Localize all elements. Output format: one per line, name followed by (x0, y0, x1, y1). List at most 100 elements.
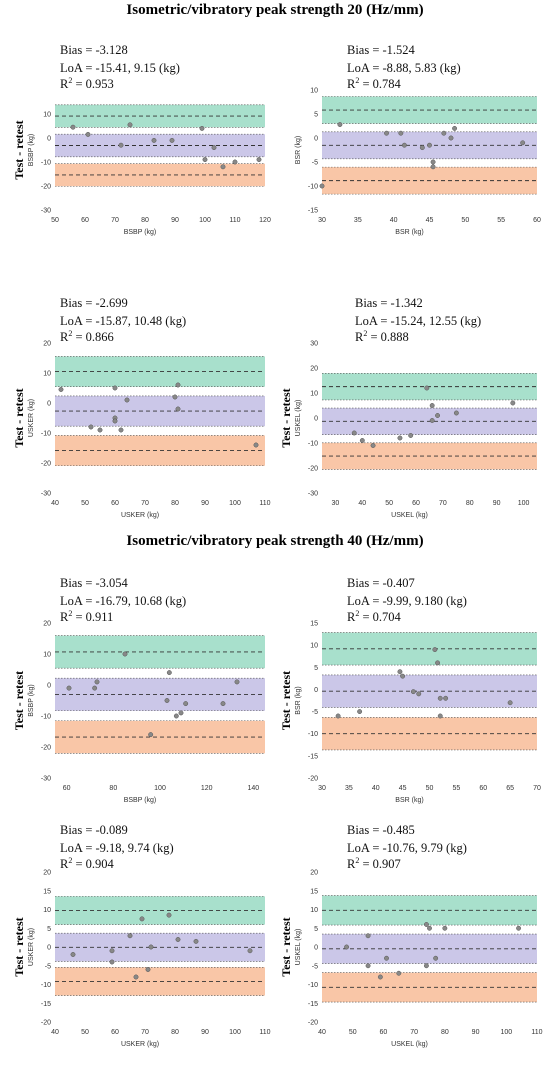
y-tick-label: -20 (41, 184, 51, 191)
y-tick-label: -10 (41, 431, 51, 438)
y-tick-label: -20 (41, 745, 51, 752)
y-tick-label: 10 (43, 652, 51, 659)
y-tick-label: -10 (41, 714, 51, 721)
data-point (432, 647, 438, 653)
y-axis-label: BSR (kg) (295, 686, 302, 714)
x-tick-label: 100 (154, 785, 166, 792)
data-point (437, 695, 443, 701)
data-point (211, 145, 217, 151)
y-tick-label: -15 (308, 753, 318, 760)
x-tick-label: 110 (259, 1029, 270, 1036)
data-point (183, 701, 189, 707)
data-point (520, 140, 526, 146)
x-tick-label: 50 (81, 1029, 89, 1036)
x-tick-label: 40 (372, 785, 380, 792)
y-axis-label: BSR (kg) (295, 136, 302, 164)
x-tick-label: 35 (354, 217, 362, 224)
y-tick-label: -30 (41, 208, 51, 215)
x-tick-label: 70 (141, 1029, 149, 1036)
bias-label: Bias = -3.054 (60, 576, 129, 590)
y-tick-label: -10 (308, 441, 318, 448)
y-tick-label: 0 (314, 945, 318, 952)
loa-label: LoA = -15.24, 12.55 (kg) (355, 314, 481, 328)
x-tick-label: 70 (141, 500, 149, 507)
loa-label: LoA = -9.99, 9.180 (kg) (347, 594, 467, 608)
data-point (397, 669, 403, 675)
data-point (70, 952, 76, 957)
data-point (66, 685, 72, 691)
data-point (220, 701, 226, 707)
data-point (232, 159, 238, 165)
data-point (337, 122, 343, 128)
y-tick-label: -20 (41, 461, 51, 468)
y-tick-label: 5 (314, 926, 318, 933)
y-tick-label: 0 (47, 401, 51, 408)
x-tick-label: 90 (201, 500, 209, 507)
data-point (256, 157, 262, 163)
x-tick-label: 90 (472, 1029, 480, 1036)
y-tick-label: 10 (310, 391, 318, 398)
x-axis-label: BSBP (kg) (124, 229, 157, 236)
x-tick-label: 70 (533, 785, 541, 792)
x-axis-label: BSR (kg) (395, 229, 423, 236)
data-point (94, 679, 100, 685)
data-point (452, 125, 458, 131)
y-tick-label: 20 (43, 870, 51, 877)
data-point (427, 142, 432, 148)
x-tick-label: 100 (199, 217, 211, 224)
data-point (365, 963, 371, 969)
x-tick-label: 60 (380, 1029, 388, 1036)
x-axis-label: USKEL (kg) (391, 1041, 428, 1048)
y-tick-label: 0 (47, 945, 51, 952)
chart-uskel-20hz: Bias = -1.342 LoA = -15.24, 12.55 (kg)R2 … (279, 296, 537, 519)
x-tick-label: 50 (81, 500, 89, 507)
data-point (148, 732, 154, 738)
data-point (85, 131, 91, 137)
y-axis-title: Test - retest (279, 671, 293, 730)
y-tick-label: -10 (308, 731, 318, 738)
data-point (145, 967, 151, 972)
data-point (92, 685, 98, 691)
x-tick-label: 100 (500, 1029, 512, 1036)
data-point (124, 397, 130, 403)
x-tick-label: 50 (426, 785, 434, 792)
data-point (397, 435, 403, 441)
data-point (173, 713, 179, 719)
y-tick-label: -20 (41, 1020, 51, 1027)
x-tick-label: 40 (51, 500, 59, 507)
data-point (423, 963, 429, 969)
data-point (58, 387, 64, 392)
y-tick-label: -10 (308, 982, 318, 989)
data-point (423, 922, 429, 927)
y-tick-label: -15 (41, 1001, 51, 1008)
data-point (416, 691, 422, 697)
data-point (202, 157, 208, 163)
x-tick-label: 45 (399, 785, 407, 792)
x-tick-label: 60 (81, 217, 89, 224)
data-point (365, 933, 371, 939)
data-point (433, 955, 439, 961)
y-axis-title: Test - retest (279, 388, 293, 447)
data-point (139, 916, 145, 922)
x-axis-label: BSR (kg) (395, 797, 423, 804)
data-point (118, 142, 124, 148)
y-axis-label: USKEL (kg) (295, 400, 302, 437)
data-point (178, 710, 184, 716)
x-tick-label: 45 (426, 217, 434, 224)
x-tick-label: 80 (466, 500, 474, 507)
x-tick-label: 70 (410, 1029, 418, 1036)
r2-label: R2 = 0.953 (60, 76, 114, 91)
loa-label: LoA = -8.88, 5.83 (kg) (347, 61, 461, 75)
data-point (172, 394, 178, 400)
data-point (133, 974, 139, 980)
bias-label: Bias = -0.485 (347, 823, 415, 837)
x-tick-label: 65 (506, 785, 514, 792)
y-tick-label: -5 (312, 160, 318, 167)
data-point (175, 382, 181, 388)
data-point (253, 442, 259, 448)
x-tick-label: 60 (111, 500, 119, 507)
y-tick-label: 0 (47, 136, 51, 143)
x-tick-label: 60 (533, 217, 541, 224)
y-axis-title: Test - retest (12, 388, 26, 447)
data-point (122, 651, 128, 657)
